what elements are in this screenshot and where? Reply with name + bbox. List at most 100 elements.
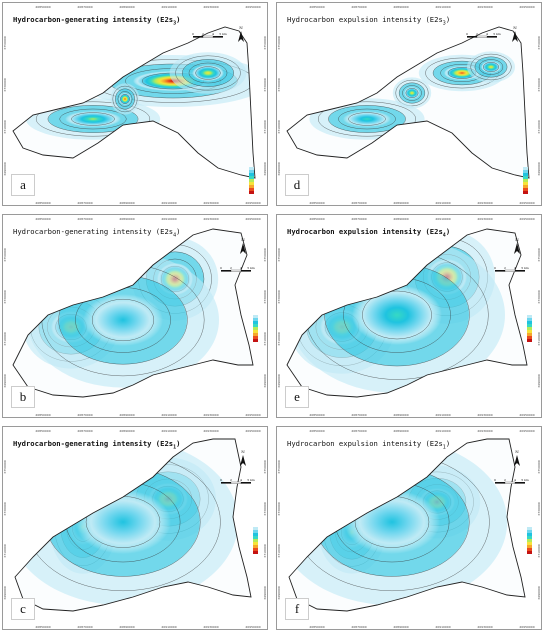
legend-swatch: [527, 324, 532, 327]
axis-tick-left: 3750000: [277, 248, 281, 261]
axis-tick-top: 20850000: [35, 5, 50, 9]
axis-tick-top: 20910000: [161, 5, 176, 9]
legend-swatch: [523, 167, 528, 170]
axis-tick-right: 3710000: [263, 544, 267, 557]
axis-ticks: 20850000 20850000 20870000 20870000 20890000…: [3, 429, 267, 629]
axis-tick-top: 20930000: [477, 5, 492, 9]
legend-swatch: [253, 333, 258, 336]
contour-line: [91, 298, 155, 342]
axis-tick-right: 3730000: [263, 290, 267, 303]
axis-tick-top: 20950000: [245, 5, 260, 9]
axis-tick-left: 3710000: [3, 332, 7, 345]
axis-tick-left: 3690000: [3, 586, 7, 599]
legend-swatch: [523, 173, 528, 176]
scale-label: 5 km: [247, 266, 255, 270]
contour-line: [402, 85, 422, 101]
axis-tick-top: 20910000: [435, 429, 450, 433]
axis-tick-right: 3690000: [263, 162, 267, 175]
scale-seg: [504, 481, 516, 484]
axis-tick-bottom: 20930000: [203, 201, 218, 205]
legend-swatch: [253, 542, 258, 545]
axis-tick-left: 3690000: [277, 374, 281, 387]
axis-tick-top: 20850000: [309, 5, 324, 9]
contour-line: [338, 108, 396, 130]
axis-tick-bottom: 20870000: [77, 625, 92, 629]
legend-swatch: [527, 539, 532, 542]
axis-tick-left: 3690000: [3, 162, 7, 175]
axis-tick-top: 20890000: [119, 429, 134, 433]
contour-line: [398, 82, 426, 104]
axis-tick-right: 3690000: [537, 162, 541, 175]
scale-seg: [467, 36, 477, 38]
axis-tick-bottom: 20890000: [393, 625, 408, 629]
north-arrow-shape: [238, 31, 244, 42]
scale-label: 2: [230, 478, 232, 482]
axis-tick-bottom: 20890000: [119, 201, 134, 205]
legend-swatch: [253, 330, 258, 333]
scale-label: 4: [212, 32, 214, 36]
map-f: 20850000 20850000 20870000 20870000 20890000…: [277, 429, 541, 629]
axis-ticks: 20850000 20850000 20870000 20870000 20890000…: [277, 217, 541, 417]
axis-tick-left: 3750000: [277, 460, 281, 473]
axis-tick-left: 3750000: [3, 460, 7, 473]
axis-tick-bottom: 20850000: [35, 413, 50, 417]
panel-title-c: Hydrocarbon-generating intensity (E2s1): [13, 439, 181, 451]
axis-tick-bottom: 20850000: [309, 413, 324, 417]
legend-swatch: [527, 330, 532, 333]
north-label: N: [513, 25, 517, 30]
intensity-field: [15, 439, 251, 611]
scale-seg: [221, 482, 231, 484]
axis-tick-bottom: 20950000: [245, 413, 260, 417]
color-legend: [253, 527, 258, 554]
axis-tick-bottom: 20870000: [77, 201, 92, 205]
axis-tick-bottom: 20910000: [435, 625, 450, 629]
scale-seg: [202, 35, 214, 38]
north-arrow-icon: N: [240, 237, 246, 254]
axis-tick-left: 3710000: [277, 544, 281, 557]
intensity-field: [287, 229, 527, 397]
legend-swatch: [527, 321, 532, 324]
axis-tick-top: 20890000: [393, 217, 408, 221]
axis-tick-left: 3730000: [277, 502, 281, 515]
contour-line: [318, 101, 416, 137]
north-arrow-icon: N: [512, 25, 518, 42]
axis-tick-top: 20910000: [435, 5, 450, 9]
contour-line: [59, 108, 127, 130]
legend-swatch: [253, 339, 258, 342]
panel-e: 20850000 20850000 20870000 20870000 20890000…: [276, 214, 542, 418]
contour-line: [470, 53, 512, 81]
panel-label-d: d: [285, 174, 309, 196]
axis-tick-right: 3750000: [537, 36, 541, 49]
intensity-field: [13, 27, 255, 178]
axis-tick-bottom: 20910000: [161, 201, 176, 205]
legend-swatch: [523, 176, 528, 179]
axis-tick-left: 3730000: [3, 78, 7, 91]
legend-swatch: [527, 551, 532, 554]
legend-swatch: [253, 539, 258, 542]
axis-tick-top: 20890000: [393, 5, 408, 9]
legend-swatch: [253, 548, 258, 551]
basin-boundary: [286, 26, 530, 179]
north-arrow-icon: N: [238, 25, 244, 42]
axis-tick-top: 20870000: [77, 429, 92, 433]
legend-swatch: [253, 324, 258, 327]
contour-line: [483, 61, 499, 73]
intensity-core: [65, 111, 121, 127]
axis-tick-bottom: 20950000: [245, 625, 260, 629]
axis-tick-top: 20910000: [161, 217, 176, 221]
legend-swatch: [527, 545, 532, 548]
axis-tick-right: 3730000: [537, 502, 541, 515]
axis-tick-top: 20930000: [203, 217, 218, 221]
intensity-core: [83, 294, 163, 346]
scale-label: 5 km: [493, 32, 501, 36]
north-label: N: [241, 449, 245, 454]
scale-label: 0: [220, 266, 222, 270]
scale-label: 0: [220, 478, 222, 482]
panel-title-f: Hydrocarbon expulsion intensity (E2s1): [287, 439, 451, 451]
panel-title-e: Hydrocarbon expulsion intensity (E2s4): [287, 227, 451, 239]
scale-label: 4: [240, 478, 242, 482]
axis-tick-top: 20890000: [119, 5, 134, 9]
axis-tick-right: 3690000: [263, 586, 267, 599]
axis-tick-bottom: 20890000: [119, 413, 134, 417]
axis-tick-top: 20950000: [519, 217, 534, 221]
